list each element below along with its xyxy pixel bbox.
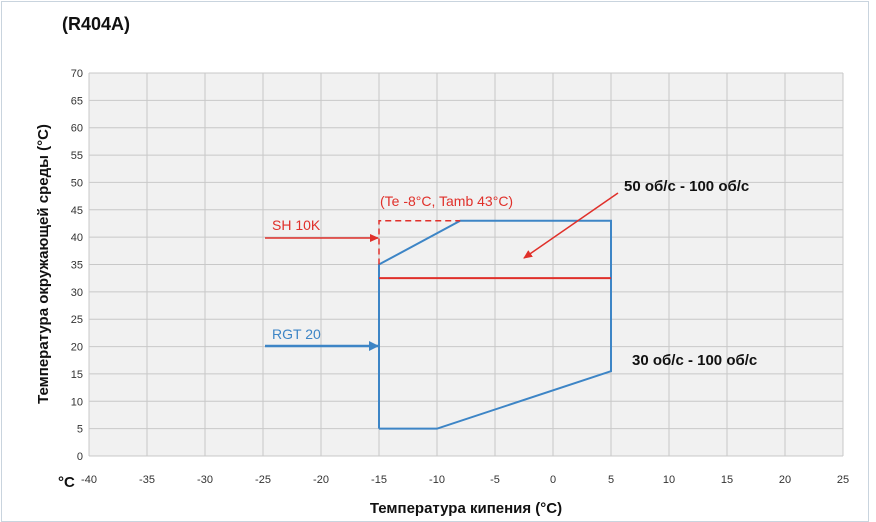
x-tick-label: 10 [663, 474, 675, 486]
tick-labels: -40 -35 -30 -25 -20 -15 -10 -5 0 5 10 15 20 25 0 5 10 15 2… [71, 68, 849, 486]
annotation-sh: SH 10K [272, 217, 321, 233]
speed-high-arrow [523, 192, 619, 259]
grid [88, 72, 844, 457]
y-tick-label: 45 [71, 205, 83, 217]
y-tick-label: 15 [71, 369, 83, 381]
y-tick-label: 50 [71, 177, 83, 189]
x-tick-label: -20 [313, 474, 329, 486]
annotation-rgt: RGT 20 [272, 326, 321, 342]
y-tick-label: 70 [71, 68, 83, 80]
chart-title: (R404A) [62, 14, 131, 34]
y-tick-label: 10 [71, 396, 83, 408]
x-tick-label: -15 [371, 474, 387, 486]
x-tick-label: 25 [837, 474, 849, 486]
x-tick-label: -25 [255, 474, 271, 486]
x-tick-label: -5 [490, 474, 500, 486]
y-tick-label: 40 [71, 232, 83, 244]
annotation-te-tamb: (Te -8°C, Tamb 43°C) [380, 193, 513, 209]
y-tick-label: 25 [71, 314, 83, 326]
x-tick-label: -35 [139, 474, 155, 486]
series-line-2 [378, 219, 461, 265]
x-tick-label: 5 [608, 474, 614, 486]
x-tick-label: 20 [779, 474, 791, 486]
y-tick-label: 20 [71, 342, 83, 354]
x-tick-label: -10 [429, 474, 445, 486]
y-tick-label: 30 [71, 287, 83, 299]
y-tick-label: 55 [71, 150, 83, 162]
x-axis-label: Температура кипения (°C) [370, 500, 562, 517]
y-tick-label: 5 [77, 424, 83, 436]
x-tick-label: -40 [81, 474, 97, 486]
annotation-speed-high: 50 об/с - 100 об/с [624, 178, 749, 195]
y-tick-label: 35 [71, 260, 83, 272]
unit-label: °C [58, 474, 75, 491]
series-group [378, 219, 612, 430]
y-tick-label: 0 [77, 451, 83, 463]
y-tick-label: 60 [71, 123, 83, 135]
y-axis-label: Температура окружающей среды (°C) [35, 124, 52, 404]
y-tick-label: 65 [71, 95, 83, 107]
x-tick-label: 0 [550, 474, 556, 486]
x-tick-label: -30 [197, 474, 213, 486]
annotation-speed-low: 30 об/с - 100 об/с [632, 352, 757, 369]
x-tick-label: 15 [721, 474, 733, 486]
